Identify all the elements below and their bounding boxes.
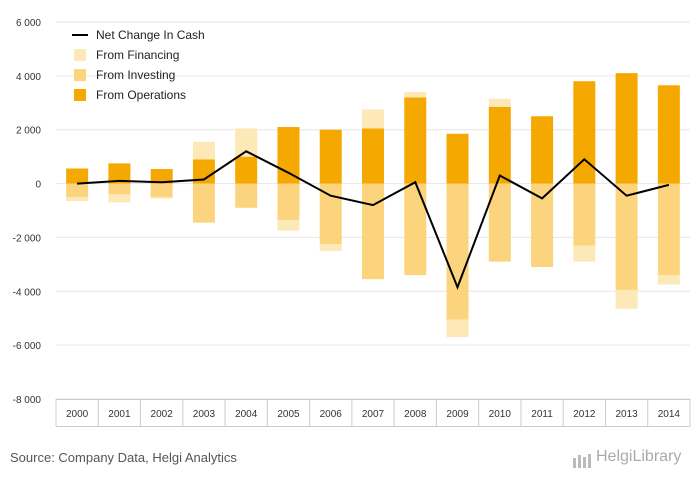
bar-from-financing	[319, 244, 342, 251]
y-tick-label: -6 000	[13, 341, 42, 352]
x-tick-label: 2014	[658, 409, 681, 420]
y-tick-label: -2 000	[13, 233, 42, 244]
bar-from-financing	[615, 289, 638, 309]
bar-from-operations	[108, 163, 131, 184]
legend-swatch	[74, 89, 86, 101]
bar-from-financing	[404, 92, 427, 98]
x-tick-label: 2006	[320, 409, 343, 420]
bar-from-financing	[277, 219, 300, 231]
x-tick-label: 2003	[193, 409, 216, 420]
y-axis-tick-labels: -8 000 -6 000 -4 000 -2 000 0 2 000 4 000 6 000	[13, 18, 42, 406]
x-tick-label: 2001	[108, 409, 131, 420]
source-note: Source: Company Data, Helgi Analytics	[10, 450, 237, 465]
bar-from-investing	[150, 183, 173, 198]
bar-from-operations	[488, 106, 511, 184]
x-tick-label: 2008	[404, 409, 427, 420]
library-logo-icon	[573, 454, 591, 468]
bar-from-financing	[446, 319, 469, 338]
bar-from-investing	[192, 183, 215, 223]
bar-from-investing	[277, 183, 300, 220]
bar-from-investing	[531, 183, 554, 268]
x-tick-label: 2002	[151, 409, 174, 420]
x-tick-label: 2012	[573, 409, 596, 420]
legend-label: Net Change In Cash	[96, 28, 205, 42]
bar-from-financing	[66, 197, 89, 202]
bar-from-operations	[404, 97, 427, 184]
bar-from-operations	[615, 73, 638, 184]
bar-from-operations	[319, 129, 342, 184]
x-axis: 2000 2001 2002 2003 2004 2005 2006 2007 2008 2009…	[55, 399, 691, 427]
bar-from-investing	[657, 183, 680, 276]
bar-from-operations	[66, 168, 89, 184]
brand-name: HelgiLibrary	[596, 448, 682, 465]
legend: Net Change In Cash From Financing From Inv…	[72, 28, 205, 102]
x-tick-label: 2000	[66, 409, 89, 420]
net-change-line	[77, 150, 670, 290]
bar-from-financing	[362, 109, 384, 129]
x-tick-label: 2009	[446, 409, 469, 420]
x-tick-label: 2005	[277, 409, 300, 420]
x-tick-label: 2010	[489, 409, 512, 420]
bars	[66, 73, 680, 338]
bar-from-operations	[192, 159, 215, 184]
bar-from-financing	[573, 245, 596, 262]
legend-swatch	[74, 49, 86, 61]
y-tick-label: 0	[35, 180, 41, 191]
bar-from-financing	[235, 128, 258, 157]
bar-from-investing	[362, 183, 384, 280]
bar-from-financing	[657, 275, 680, 285]
cash-flow-chart: -8 000 -6 000 -4 000 -2 000 0 2 000 4 000 6 000…	[13, 18, 691, 427]
legend-label: From Operations	[96, 88, 186, 102]
bar-from-investing	[446, 183, 469, 320]
bar-from-investing	[319, 183, 342, 245]
bar-from-operations	[277, 127, 300, 184]
bar-from-operations	[362, 128, 384, 184]
legend-swatch	[74, 69, 86, 81]
bar-from-investing	[488, 183, 511, 262]
bar-from-investing	[66, 183, 89, 198]
y-tick-label: 2 000	[16, 126, 41, 137]
bar-from-operations	[235, 156, 258, 184]
bar-from-operations	[657, 85, 680, 184]
bar-from-financing	[192, 141, 215, 160]
net-change-line-group	[77, 150, 670, 290]
bar-from-financing	[150, 197, 173, 199]
y-tick-label: -4 000	[13, 287, 42, 298]
bar-from-operations	[531, 116, 554, 184]
y-tick-label: 6 000	[16, 18, 41, 29]
x-tick-label: 2007	[362, 409, 385, 420]
bar-from-operations	[150, 169, 173, 184]
bar-from-operations	[446, 133, 469, 184]
x-tick-label: 2011	[531, 409, 553, 420]
bar-from-investing	[108, 183, 131, 195]
y-tick-label: 4 000	[16, 72, 41, 83]
bar-from-investing	[235, 183, 258, 208]
bar-from-financing	[108, 194, 131, 203]
x-tick-label: 2013	[615, 409, 638, 420]
legend-label: From Investing	[96, 68, 175, 82]
bar-from-financing	[488, 98, 511, 107]
x-tick-label: 2004	[235, 409, 258, 420]
bar-from-investing	[404, 183, 427, 276]
bar-from-investing	[615, 183, 638, 290]
bar-from-operations	[573, 81, 596, 184]
y-tick-label: -8 000	[13, 395, 42, 406]
bar-from-investing	[573, 183, 596, 246]
legend-label: From Financing	[96, 48, 179, 62]
